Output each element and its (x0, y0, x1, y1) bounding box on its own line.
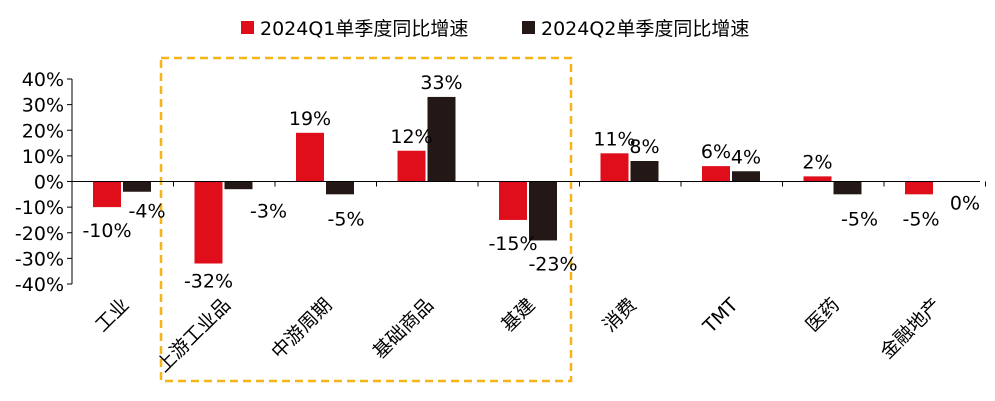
y-tick-label: 0% (34, 172, 64, 194)
data-label-q1: 2% (802, 151, 832, 173)
y-tick-label: 20% (22, 120, 64, 142)
data-label-q2: -5% (328, 209, 365, 231)
data-label-q1: -15% (488, 233, 537, 255)
bar-q1 (905, 181, 933, 195)
bar-q2 (529, 181, 557, 241)
data-labels: -10%-4% -32% -3% 19% -5% 12% 33% -15%-23% 11%8% 6… (82, 72, 980, 293)
category-label: 基建 (497, 294, 539, 336)
legend-label-q1: 2024Q1单季度同比增速 (260, 18, 468, 40)
data-label-q1: -10% (82, 220, 131, 242)
legend-swatch-q1 (241, 21, 254, 34)
data-label-q1: -5% (903, 209, 940, 231)
data-label-q2: -23% (528, 253, 577, 275)
legend-swatch-q2 (522, 21, 535, 34)
data-label-q1: 19% (289, 108, 331, 130)
bar-q1 (803, 176, 832, 182)
category-label: TMT (698, 294, 743, 339)
x-axis (71, 181, 986, 187)
data-label-q1: 11% (593, 128, 635, 150)
data-label-q2: 33% (420, 72, 462, 94)
y-tick-label: -20% (15, 223, 64, 245)
bar-q1 (702, 166, 730, 182)
category-label: 金融地产 (876, 294, 945, 363)
bar-q2 (630, 161, 659, 182)
highlight-box (159, 56, 573, 383)
data-label-q1: 6% (701, 141, 731, 163)
legend: 2024Q1单季度同比增速 2024Q2单季度同比增速 (241, 18, 749, 40)
data-label-q2: -5% (841, 209, 878, 231)
bar-q1 (93, 181, 121, 208)
category-label: 工业 (91, 294, 133, 336)
bars (93, 96, 963, 264)
bar-q1 (296, 132, 324, 182)
data-label-q2: -3% (250, 201, 287, 223)
bar-q2 (427, 96, 456, 182)
bar-q1 (499, 181, 527, 220)
category-label: 中游周期 (267, 294, 336, 363)
y-tick-label: -30% (15, 248, 64, 270)
category-label: 基础商品 (369, 294, 438, 363)
bar-q1 (194, 181, 223, 264)
y-axis: 40% 30% 20% 10% 0% -10% -20% -30% -40% (15, 69, 73, 296)
highlight-dashed-box (159, 56, 573, 383)
y-tick-label: -10% (15, 197, 64, 219)
bar-q2 (123, 181, 151, 192)
y-tick-label: -40% (15, 274, 64, 296)
bar-q2 (224, 181, 253, 190)
data-label-q2: 4% (731, 146, 761, 168)
bar-q1 (397, 150, 426, 182)
category-label: 消费 (599, 294, 641, 336)
data-label-q1: 12% (390, 126, 432, 148)
y-tick-label: 40% (22, 69, 64, 91)
category-label: 医药 (802, 294, 844, 336)
category-labels: 工业 上游工业品 中游周期 基础商品 基建 消费 TMT 医药 金融地产 (91, 294, 945, 377)
category-label: 上游工业品 (152, 294, 235, 377)
y-tick-label: 30% (22, 95, 64, 117)
data-label-q2: 0% (950, 193, 980, 215)
bar-q1 (600, 153, 629, 182)
legend-label-q2: 2024Q2单季度同比增速 (541, 18, 749, 40)
data-label-q1: -32% (184, 271, 233, 293)
y-tick-label: 10% (22, 146, 64, 168)
data-label-q2: -4% (129, 201, 166, 223)
bar-q2 (326, 181, 354, 195)
bar-q2 (833, 181, 862, 195)
bar-q2 (732, 171, 760, 182)
data-label-q2: 8% (629, 136, 659, 158)
